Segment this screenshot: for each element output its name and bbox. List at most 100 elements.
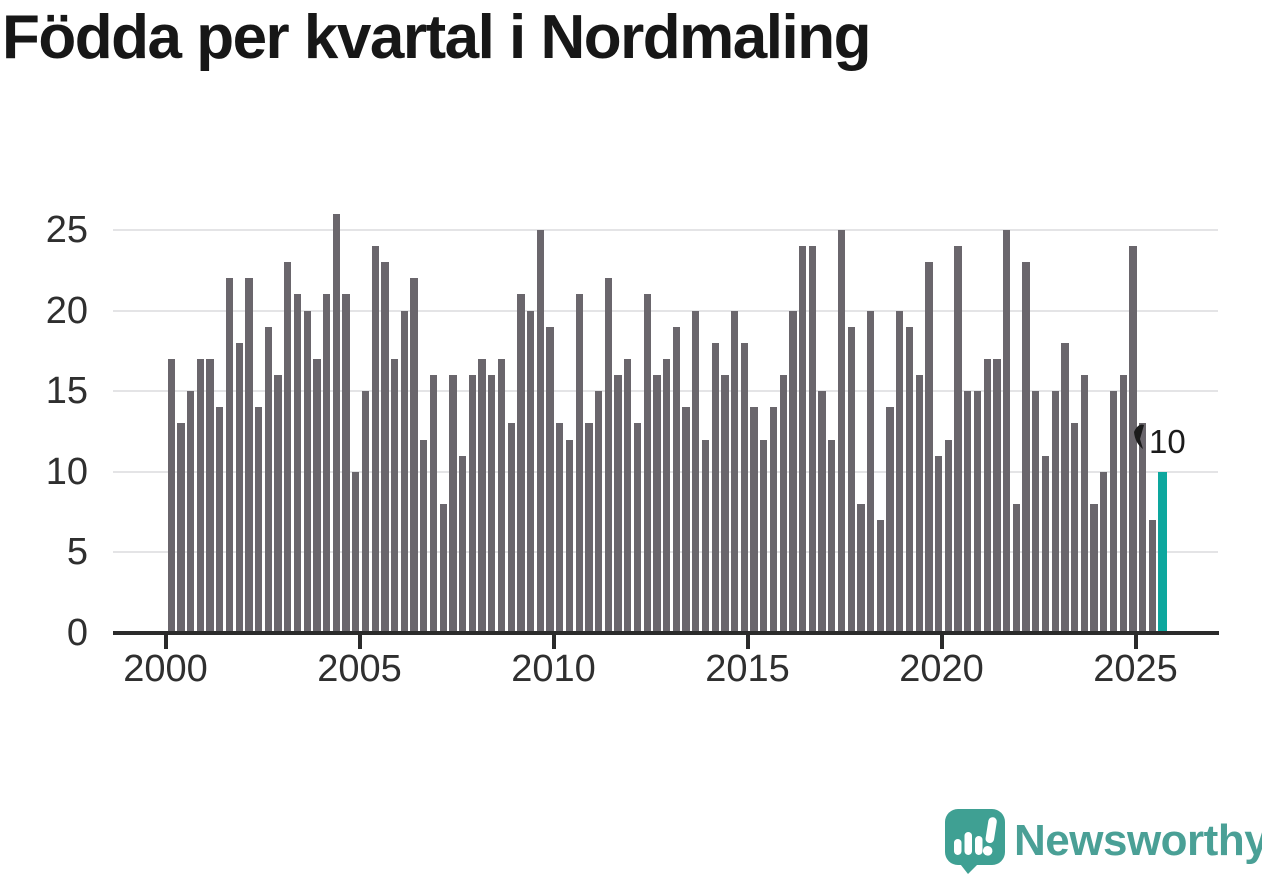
y-gridline bbox=[113, 228, 1218, 231]
bar bbox=[1061, 342, 1069, 633]
bar bbox=[721, 375, 729, 633]
bar bbox=[798, 246, 807, 633]
bar bbox=[361, 391, 370, 633]
bar bbox=[420, 439, 428, 633]
bar bbox=[1100, 471, 1108, 633]
x-tick-mark bbox=[1133, 635, 1138, 649]
bar bbox=[857, 504, 865, 633]
bar bbox=[1119, 375, 1127, 633]
y-tick-label: 15 bbox=[45, 370, 88, 413]
bar bbox=[701, 439, 710, 633]
bar bbox=[439, 504, 447, 633]
bar bbox=[837, 229, 846, 633]
bar bbox=[1129, 246, 1137, 633]
bar bbox=[983, 358, 991, 633]
bar bbox=[1109, 391, 1118, 633]
bar bbox=[575, 294, 583, 633]
bar bbox=[1051, 391, 1059, 633]
y-tick-label: 0 bbox=[66, 612, 88, 654]
x-tick-mark bbox=[745, 635, 750, 649]
bar bbox=[196, 358, 204, 633]
x-tick-label: 2010 bbox=[511, 648, 596, 690]
highlight-bar bbox=[1158, 471, 1167, 633]
bar bbox=[711, 342, 719, 633]
bar bbox=[866, 310, 875, 633]
bar bbox=[1032, 391, 1040, 633]
bar bbox=[488, 375, 496, 633]
bar bbox=[478, 358, 486, 633]
bar bbox=[1139, 423, 1147, 633]
bar bbox=[818, 391, 826, 633]
bar bbox=[1041, 455, 1050, 633]
bar bbox=[206, 358, 214, 633]
bar bbox=[546, 326, 554, 633]
bar bbox=[313, 358, 321, 633]
bar bbox=[614, 375, 622, 633]
bar bbox=[643, 294, 651, 633]
bar bbox=[167, 358, 175, 633]
x-tick-label: 2005 bbox=[317, 648, 402, 690]
bar bbox=[964, 391, 972, 633]
bar bbox=[954, 246, 962, 633]
bar bbox=[284, 262, 292, 633]
bar bbox=[585, 423, 593, 633]
bar bbox=[886, 407, 894, 633]
bar bbox=[624, 358, 632, 633]
bar bbox=[876, 520, 884, 633]
x-tick-label: 2000 bbox=[123, 648, 208, 690]
bar bbox=[789, 310, 797, 633]
last-value-annotation: 10 bbox=[1149, 423, 1186, 460]
y-tick-label: 20 bbox=[45, 289, 88, 332]
bar bbox=[216, 407, 224, 633]
bar bbox=[779, 375, 787, 633]
bar bbox=[507, 423, 515, 633]
bar bbox=[740, 342, 748, 633]
bar bbox=[381, 262, 389, 633]
bar bbox=[730, 310, 739, 633]
bar bbox=[526, 310, 535, 633]
annotation-arrow-icon bbox=[1134, 424, 1144, 449]
bar bbox=[1090, 504, 1098, 633]
x-tick-mark bbox=[939, 635, 944, 649]
bar bbox=[847, 326, 855, 633]
x-tick-mark bbox=[357, 635, 362, 649]
bar bbox=[808, 246, 816, 633]
bar bbox=[692, 310, 700, 633]
bar bbox=[225, 278, 234, 633]
x-tick-label: 2025 bbox=[1093, 648, 1178, 690]
newsworthy-wordmark: Newsworthy bbox=[1014, 816, 1262, 865]
bar bbox=[905, 326, 914, 633]
bar bbox=[429, 375, 438, 633]
bar bbox=[993, 358, 1001, 633]
x-tick-mark bbox=[163, 635, 168, 649]
bar bbox=[594, 391, 603, 633]
bar bbox=[254, 407, 263, 633]
bar bbox=[293, 294, 302, 633]
bar bbox=[410, 278, 418, 633]
bar bbox=[264, 326, 272, 633]
y-tick-label: 10 bbox=[45, 450, 88, 493]
bar bbox=[303, 310, 311, 633]
bar bbox=[973, 391, 982, 633]
newsworthy-logo[interactable]: Newsworthy bbox=[944, 808, 1262, 874]
x-tick-label: 2020 bbox=[899, 648, 984, 690]
bar bbox=[915, 375, 923, 633]
x-tick-mark bbox=[551, 635, 556, 649]
bar bbox=[1022, 262, 1030, 633]
bar bbox=[352, 471, 360, 633]
bar bbox=[750, 407, 758, 633]
bar bbox=[332, 213, 340, 633]
bar bbox=[633, 423, 642, 633]
bar bbox=[828, 439, 836, 633]
bar bbox=[1012, 504, 1020, 633]
y-tick-label: 25 bbox=[45, 208, 88, 251]
bar bbox=[1148, 520, 1156, 633]
bar bbox=[672, 326, 680, 633]
bar bbox=[371, 246, 379, 633]
bar bbox=[556, 423, 564, 633]
bar bbox=[177, 423, 185, 633]
bar bbox=[390, 358, 399, 633]
bar bbox=[925, 262, 933, 633]
